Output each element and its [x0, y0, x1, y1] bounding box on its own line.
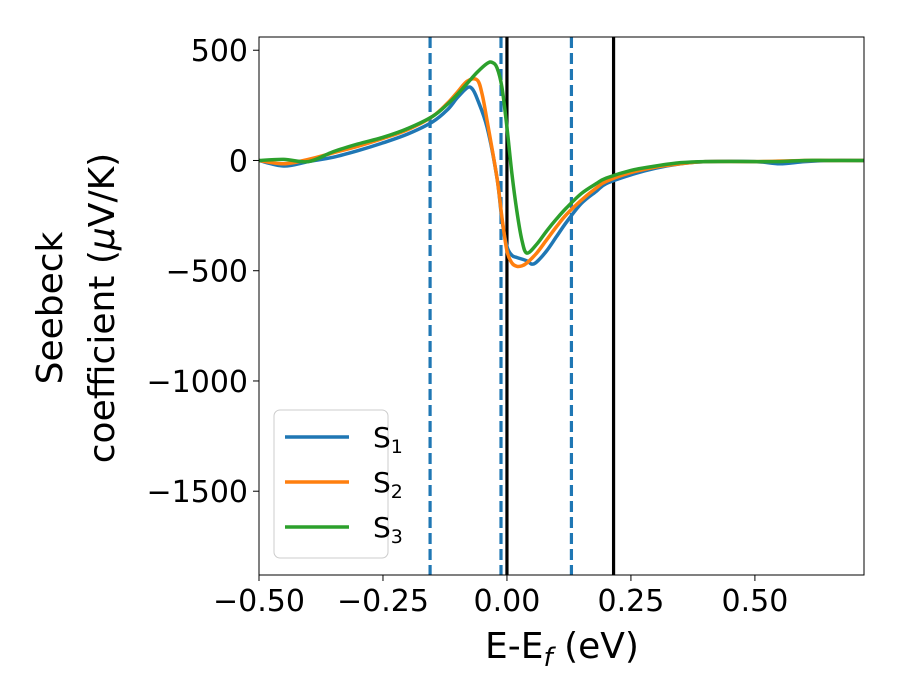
x-tick-label: −0.25 — [337, 584, 429, 619]
y-axis-title-prefix: coefficient ( — [82, 250, 123, 463]
plot-frame — [258, 36, 865, 576]
y-tick-label: 500 — [191, 34, 248, 69]
y-tick-label: 0 — [229, 144, 248, 179]
y-axis-title-mu: μ — [82, 227, 123, 251]
y-axis-title-suffix: V/K) — [82, 153, 123, 227]
x-tick-label: 0.00 — [474, 584, 541, 619]
legend-label-s1: S1 — [373, 421, 403, 458]
y-axis-title-line2: coefficient (μV/K) — [82, 153, 123, 463]
series-lines — [259, 60, 864, 269]
x-axis-title: E-Ef (eV) — [485, 626, 639, 673]
x-tick-label: −0.50 — [213, 584, 305, 619]
legend-box — [273, 409, 389, 559]
x-tick-label: 0.25 — [598, 584, 665, 619]
y-tick-label: −1500 — [147, 475, 248, 510]
legend-label-s2: S2 — [373, 466, 403, 503]
series-line-s3 — [259, 60, 864, 255]
series-line-s2 — [259, 77, 864, 269]
axis-ticks: −0.50 −0.25 0.00 0.25 0.50 500 0 −500 −1000 −1500 — [147, 34, 789, 619]
y-tick-label: −500 — [166, 255, 248, 290]
x-tick-label: 0.50 — [722, 584, 789, 619]
series-line-s1 — [259, 85, 864, 266]
x-axis-title-main: E-E — [485, 626, 543, 667]
x-axis-title-unit: (eV) — [553, 626, 639, 667]
legend-label-s3: S3 — [373, 511, 403, 548]
y-tick-label: −1000 — [147, 365, 248, 400]
legend: S1 S2 S3 — [273, 409, 403, 559]
y-axis-title-line1: Seebeck — [30, 231, 71, 384]
vertical-lines — [428, 37, 616, 575]
